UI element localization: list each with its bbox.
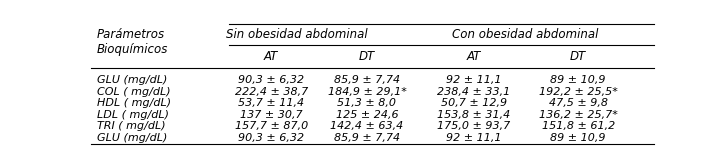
Text: 92 ± 11,1: 92 ± 11,1 (446, 133, 502, 143)
Text: 125 ± 24,6: 125 ± 24,6 (336, 110, 398, 120)
Text: 238,4 ± 33,1: 238,4 ± 33,1 (438, 87, 510, 97)
Text: COL ( mg/dL): COL ( mg/dL) (97, 87, 170, 97)
Text: 51,3 ± 8,0: 51,3 ± 8,0 (337, 98, 396, 108)
Text: 153,8 ± 31,4: 153,8 ± 31,4 (438, 110, 510, 120)
Text: 85,9 ± 7,74: 85,9 ± 7,74 (334, 133, 400, 143)
Text: 151,8 ± 61,2: 151,8 ± 61,2 (542, 121, 615, 131)
Text: 53,7 ± 11,4: 53,7 ± 11,4 (238, 98, 304, 108)
Text: 184,9 ± 29,1*: 184,9 ± 29,1* (328, 87, 406, 97)
Text: HDL ( mg/dL): HDL ( mg/dL) (97, 98, 171, 108)
Text: 157,7 ± 87,0: 157,7 ± 87,0 (235, 121, 308, 131)
Text: 85,9 ± 7,74: 85,9 ± 7,74 (334, 75, 400, 85)
Text: GLU (mg/dL): GLU (mg/dL) (97, 133, 167, 143)
Text: 89 ± 10,9: 89 ± 10,9 (550, 133, 606, 143)
Text: LDL ( mg/dL): LDL ( mg/dL) (97, 110, 169, 120)
Text: Con obesidad abdominal: Con obesidad abdominal (451, 28, 598, 41)
Text: 175,0 ± 93,7: 175,0 ± 93,7 (438, 121, 510, 131)
Text: 92 ± 11,1: 92 ± 11,1 (446, 75, 502, 85)
Text: 50,7 ± 12,9: 50,7 ± 12,9 (441, 98, 507, 108)
Text: 222,4 ± 38,7: 222,4 ± 38,7 (235, 87, 308, 97)
Text: DT: DT (359, 50, 375, 63)
Text: Parámetros
Bioquímicos: Parámetros Bioquímicos (97, 28, 168, 56)
Text: 137 ± 30,7: 137 ± 30,7 (240, 110, 302, 120)
Text: 89 ± 10,9: 89 ± 10,9 (550, 75, 606, 85)
Text: 142,4 ± 63,4: 142,4 ± 63,4 (330, 121, 403, 131)
Text: 90,3 ± 6,32: 90,3 ± 6,32 (238, 133, 304, 143)
Text: TRI ( mg/dL): TRI ( mg/dL) (97, 121, 165, 131)
Text: 192,2 ± 25,5*: 192,2 ± 25,5* (539, 87, 618, 97)
Text: 90,3 ± 6,32: 90,3 ± 6,32 (238, 75, 304, 85)
Text: 47,5 ± 9,8: 47,5 ± 9,8 (549, 98, 608, 108)
Text: Sin obesidad abdominal: Sin obesidad abdominal (225, 28, 367, 41)
Text: AT: AT (467, 50, 481, 63)
Text: 136,2 ± 25,7*: 136,2 ± 25,7* (539, 110, 618, 120)
Text: AT: AT (264, 50, 278, 63)
Text: GLU (mg/dL): GLU (mg/dL) (97, 75, 167, 85)
Text: DT: DT (570, 50, 586, 63)
